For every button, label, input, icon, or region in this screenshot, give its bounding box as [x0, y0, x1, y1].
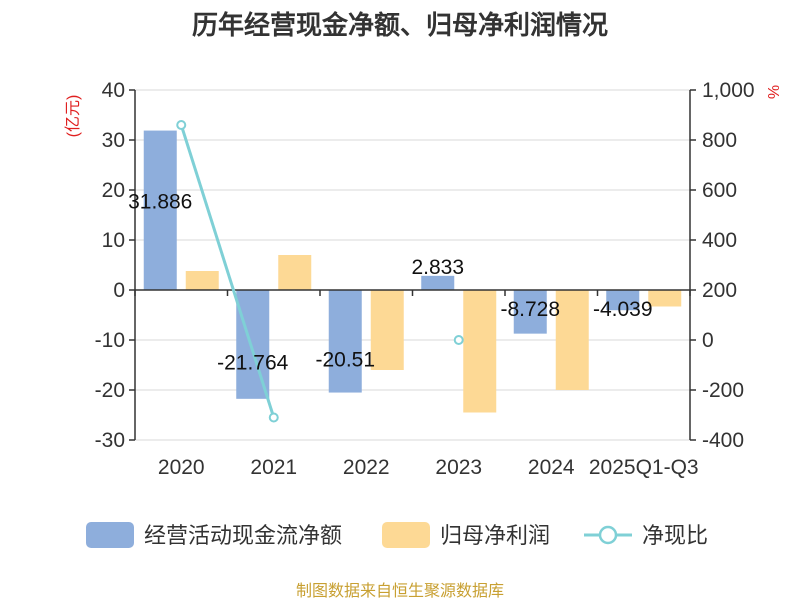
bar-cashflow[interactable]	[236, 290, 270, 399]
category-label: 2020	[158, 456, 205, 479]
right-tick-label: 600	[702, 179, 737, 202]
right-tick-label: 800	[702, 129, 737, 152]
data-source-note: 制图数据来自恒生聚源数据库	[296, 582, 504, 600]
left-tick-label: -30	[95, 429, 125, 452]
ratio-point[interactable]	[453, 335, 464, 345]
ratio-point[interactable]	[176, 120, 187, 130]
bar-net-profit[interactable]	[648, 290, 682, 307]
cashflow-data-label: -20.51	[315, 348, 375, 371]
data-labels-layer: 31.886 -21.764 -20.51 2.833 -8.728 -4.039	[128, 191, 652, 375]
category-label: 2021	[250, 456, 297, 479]
left-tick-label: -20	[95, 379, 125, 402]
bar-net-profit[interactable]	[463, 290, 497, 413]
bar-net-profit[interactable]	[278, 255, 312, 290]
cashflow-data-label: -21.764	[217, 351, 289, 374]
ratio-point[interactable]	[268, 412, 279, 423]
right-axis-unit: %	[764, 85, 781, 99]
left-tick-label: 10	[102, 229, 125, 252]
left-tick-label: -10	[95, 329, 125, 352]
cashflow-data-label: -8.728	[500, 298, 560, 321]
ratio-line-segment	[179, 124, 276, 418]
bar-net-profit[interactable]	[555, 290, 589, 390]
cashflow-data-label: -4.039	[593, 298, 653, 321]
bars-layer	[143, 130, 682, 413]
right-tick-label: 0	[702, 329, 714, 352]
right-tick-label: 1,000	[702, 79, 755, 102]
legend-marker-ratio	[598, 525, 618, 545]
cashflow-data-label: 2.833	[411, 256, 464, 279]
legend-item-cashflow[interactable]: 经营活动现金流净额	[86, 522, 342, 548]
left-tick-label: 0	[113, 279, 125, 302]
category-label: 2022	[343, 456, 390, 479]
right-tick-label: 200	[702, 279, 737, 302]
axes-layer: 40 30 20 10 0 -10 -20 -30 1,000 800 600 400 200 0 -200…	[95, 79, 755, 479]
left-tick-label: 40	[102, 79, 125, 102]
bar-net-profit[interactable]	[370, 290, 404, 370]
bar-cashflow[interactable]	[143, 130, 177, 290]
right-tick-label: -400	[702, 429, 744, 452]
right-tick-label: -200	[702, 379, 744, 402]
legend-item-ratio[interactable]: 净现比	[584, 523, 708, 548]
legend-item-net-profit[interactable]: 归母净利润	[382, 522, 550, 548]
left-tick-label: 30	[102, 129, 125, 152]
category-label: 2024	[528, 456, 575, 479]
left-tick-label: 20	[102, 179, 125, 202]
right-tick-label: 400	[702, 229, 737, 252]
bar-cashflow[interactable]	[606, 290, 640, 311]
line-layer	[176, 120, 464, 423]
legend-swatch-cashflow	[86, 522, 134, 548]
category-label: 2025Q1-Q3	[589, 456, 699, 479]
category-label: 2023	[435, 456, 482, 479]
bar-net-profit[interactable]	[185, 271, 219, 290]
legend-label-net-profit: 归母净利润	[440, 523, 550, 548]
left-axis-unit: (亿元)	[64, 95, 82, 138]
legend: 经营活动现金流净额 归母净利润 净现比	[86, 522, 708, 548]
cashflow-data-label: 31.886	[128, 191, 192, 214]
legend-label-ratio: 净现比	[642, 523, 708, 548]
bar-cashflow[interactable]	[421, 275, 455, 290]
bar-cashflow[interactable]	[513, 290, 547, 334]
legend-label-cashflow: 经营活动现金流净额	[144, 523, 342, 548]
bar-cashflow[interactable]	[328, 290, 362, 393]
chart-title: 历年经营现金净额、归母净利润情况	[192, 10, 608, 40]
legend-swatch-net-profit	[382, 522, 430, 548]
